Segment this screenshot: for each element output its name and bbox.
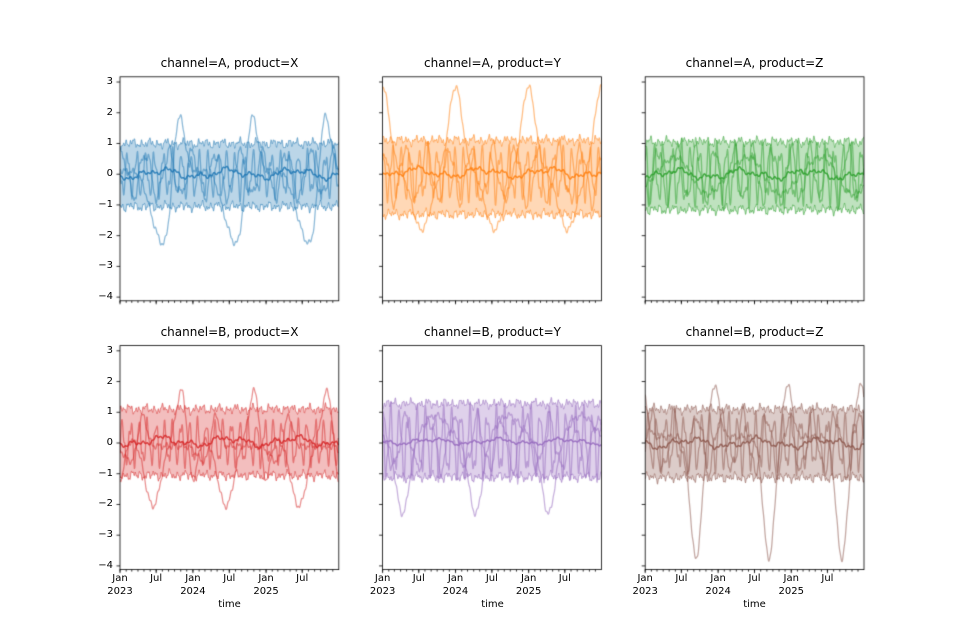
x-axis-label: time	[481, 599, 504, 610]
x-axis-label: time	[218, 599, 241, 610]
panel-title-channelB-productX: channel=B, product=X	[160, 325, 299, 339]
panel-title-channelB-productY: channel=B, product=Y	[424, 325, 561, 339]
panel-title-channelB-productZ: channel=B, product=Z	[685, 325, 824, 339]
panel-title-channelA-productZ: channel=A, product=Z	[685, 56, 824, 70]
x-axis-label: time	[743, 599, 766, 610]
panel-title-channelA-productY: channel=A, product=Y	[424, 56, 561, 70]
panel-title-channelA-productX: channel=A, product=X	[160, 56, 299, 70]
